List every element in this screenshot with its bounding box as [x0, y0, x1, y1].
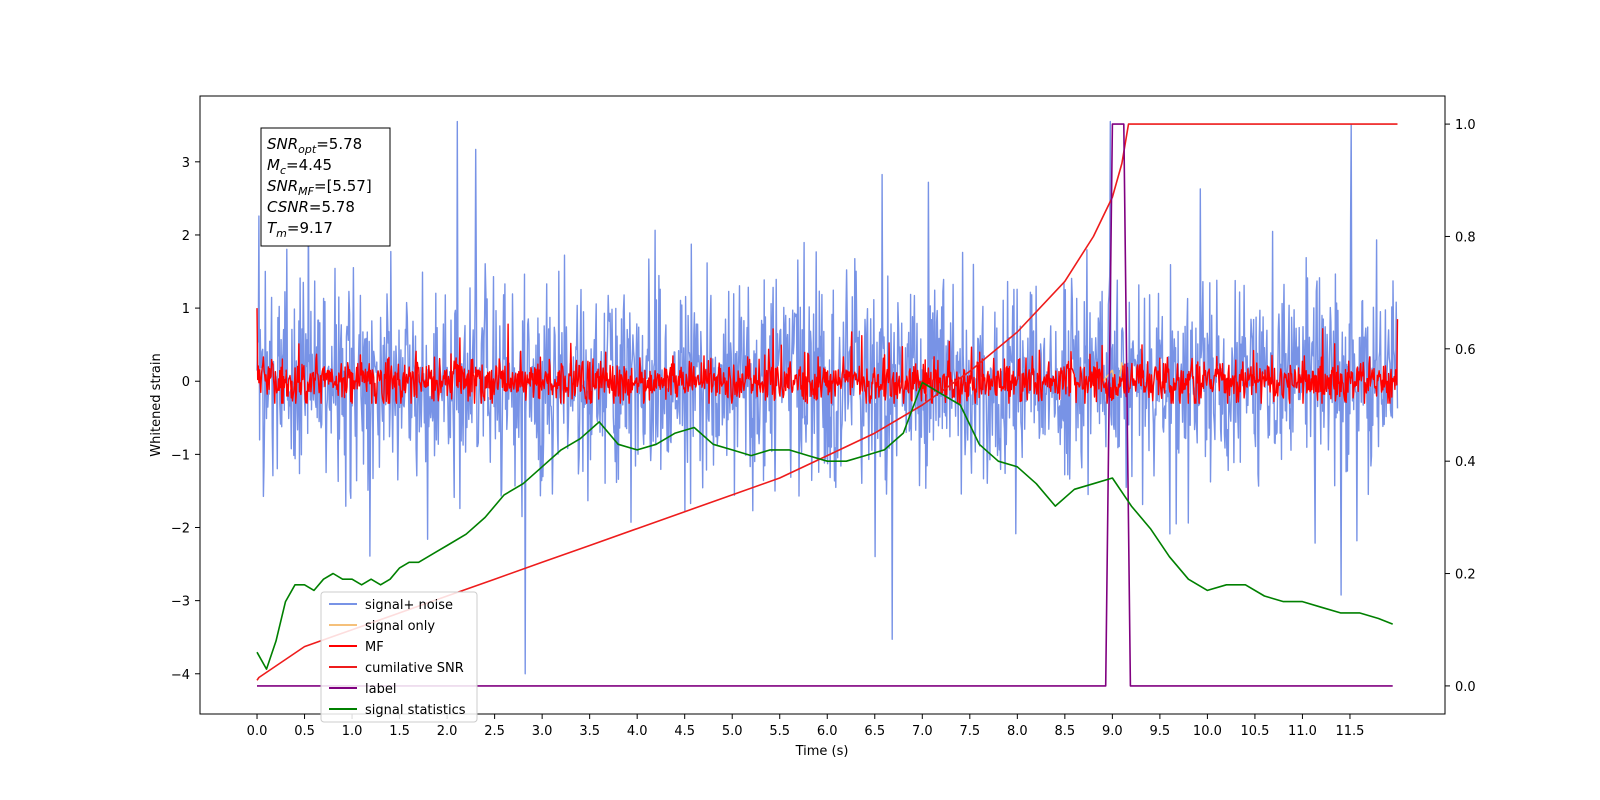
x-tick-label: 7.0 — [912, 724, 933, 739]
legend-label: signal statistics — [365, 703, 466, 718]
annotation-line: Tm=9.17 — [267, 219, 333, 240]
x-tick-label: 1.5 — [389, 724, 410, 739]
x-tick-label: 0.0 — [247, 724, 268, 739]
y-tick-label: −1 — [171, 448, 190, 463]
x-tick-label: 6.0 — [817, 724, 838, 739]
x-tick-label: 2.0 — [437, 724, 458, 739]
x-tick-label: 9.5 — [1150, 724, 1171, 739]
x-tick-label: 8.0 — [1007, 724, 1028, 739]
y-tick-label: −2 — [171, 522, 190, 537]
x-tick-label: 4.0 — [627, 724, 648, 739]
legend-label: label — [365, 682, 396, 697]
y-tick-label: 3 — [182, 156, 190, 171]
annotation-frame — [260, 127, 391, 247]
legend-frame — [320, 591, 478, 723]
series-line-mf — [256, 308, 1399, 404]
x-tick-label: 2.5 — [484, 724, 505, 739]
x-axis-label: Time (s) — [795, 744, 849, 759]
y2-tick-label: 0.4 — [1455, 455, 1476, 470]
legend: signal+ noise signal only MF cumilative SNR… — [320, 591, 478, 723]
x-tick-label: 9.0 — [1102, 724, 1123, 739]
y2-tick-label: 0.6 — [1455, 343, 1476, 358]
x-tick-label: 3.5 — [579, 724, 600, 739]
y2-tick-label: 0.0 — [1455, 680, 1476, 695]
series-line-signal-statistics — [256, 381, 1393, 670]
y2-tick-label: 0.2 — [1455, 568, 1476, 583]
x-axis: 0.0 0.5 1.0 1.5 2.0 2.5 3.0 3.5 4.0 4.5 5.0 5.5 6.0 6… — [247, 714, 1364, 739]
x-tick-label: 4.5 — [674, 724, 695, 739]
x-tick-label: 5.0 — [722, 724, 743, 739]
annotation-line: SNRMF=[5.57] — [267, 177, 372, 198]
x-tick-label: 6.5 — [864, 724, 885, 739]
y2-tick-label: 1.0 — [1455, 118, 1476, 133]
y-axis-left: −4 −3 −2 −1 0 1 2 3 — [171, 156, 200, 683]
x-tick-label: 10.5 — [1240, 724, 1269, 739]
y-tick-label: 0 — [182, 375, 190, 390]
y-tick-label: 1 — [182, 302, 190, 317]
legend-label: MF — [365, 640, 384, 655]
x-tick-label: 11.0 — [1288, 724, 1317, 739]
annotation-line: SNRopt=5.78 — [267, 135, 362, 156]
plot-frame — [199, 95, 1446, 715]
y-axis-label: Whitened strain — [149, 353, 164, 456]
legend-label: signal only — [365, 619, 435, 634]
x-tick-label: 5.5 — [769, 724, 790, 739]
series-line-signal-noise — [256, 120, 1399, 675]
x-tick-label: 1.0 — [342, 724, 363, 739]
x-tick-label: 8.5 — [1055, 724, 1076, 739]
annotation-line: CSNR=5.78 — [267, 198, 355, 216]
x-tick-label: 7.5 — [959, 724, 980, 739]
y-tick-label: −3 — [171, 595, 190, 610]
y-axis-right: 0.0 0.2 0.4 0.6 0.8 1.0 — [1445, 118, 1476, 695]
y-tick-label: 2 — [182, 229, 190, 244]
legend-label: signal+ noise — [365, 598, 453, 613]
series-line-label — [257, 123, 1393, 687]
y-tick-label: −4 — [171, 668, 190, 683]
x-tick-label: 10.0 — [1193, 724, 1222, 739]
annotation-line: Mc=4.45 — [267, 156, 332, 177]
x-tick-label: 0.5 — [294, 724, 315, 739]
x-tick-label: 3.0 — [532, 724, 553, 739]
x-tick-label: 11.5 — [1335, 724, 1364, 739]
y2-tick-label: 0.8 — [1455, 230, 1476, 245]
legend-label: cumilative SNR — [365, 661, 464, 676]
